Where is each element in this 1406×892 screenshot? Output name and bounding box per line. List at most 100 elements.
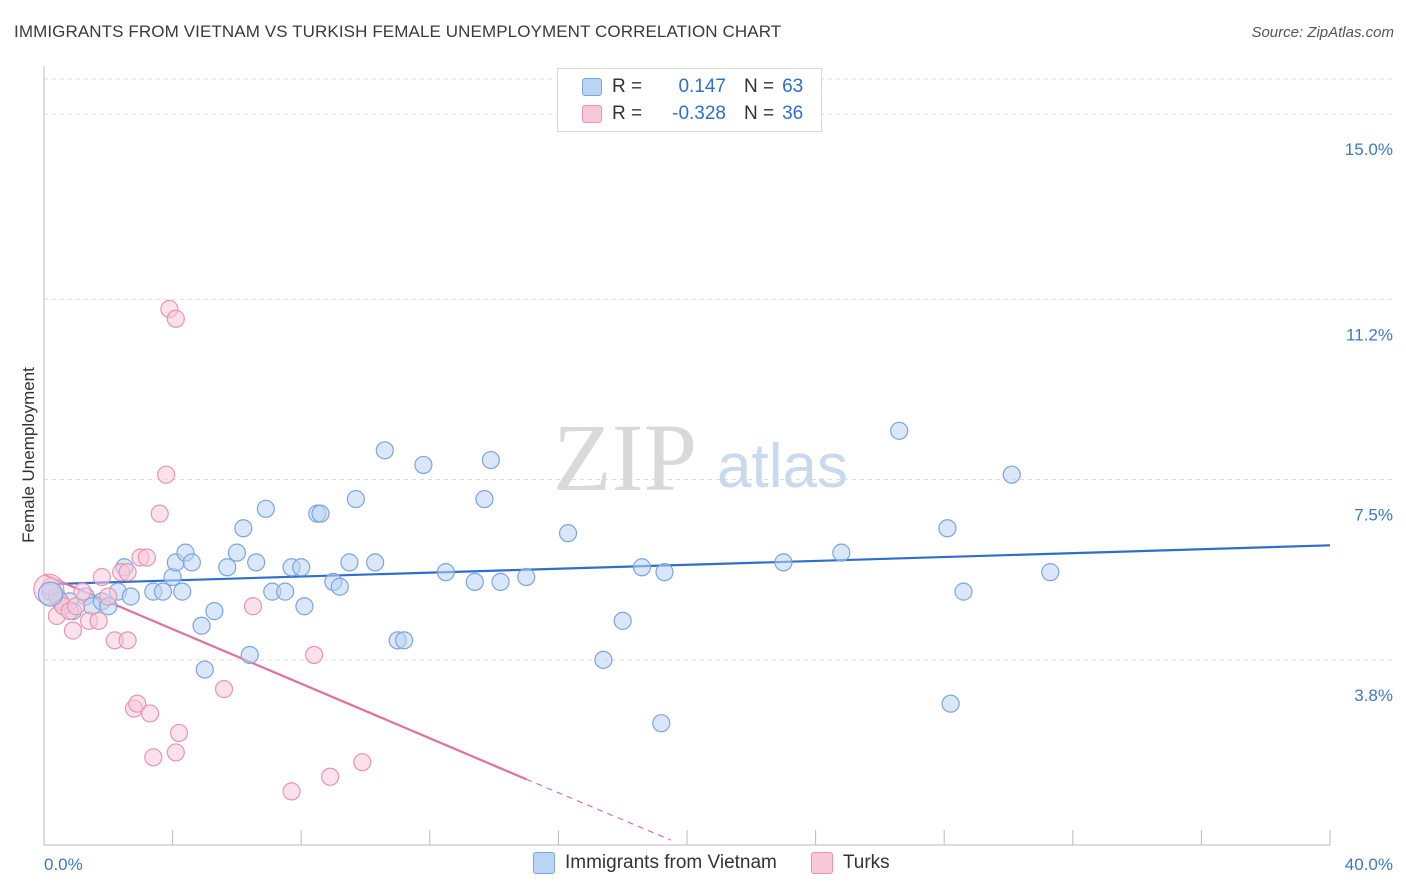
point-vietnam	[436, 563, 455, 582]
x-tick-label: 0.0%	[44, 855, 83, 874]
watermark-atlas: atlas	[717, 432, 848, 501]
point-turks	[89, 611, 108, 630]
point-turks	[353, 753, 372, 772]
tick-labels: 3.8% 7.5% 11.2% 15.0% 0.0% 40.0%	[44, 140, 1393, 874]
y-tick-label: 11.2%	[1346, 325, 1393, 344]
point-vietnam	[256, 499, 275, 518]
gridlines	[44, 78, 1392, 661]
point-turks	[157, 465, 176, 484]
point-vietnam	[234, 519, 253, 538]
point-vietnam	[276, 582, 295, 601]
point-turks	[73, 582, 92, 601]
y-tick-label: 3.8%	[1354, 686, 1393, 705]
point-vietnam	[414, 455, 433, 475]
point-vietnam	[394, 631, 414, 650]
point-turks	[118, 563, 137, 582]
legend-n-value: 36	[782, 103, 804, 124]
point-turks	[321, 767, 340, 786]
point-vietnam	[227, 543, 246, 562]
legend-n-label: N =	[744, 76, 775, 97]
point-vietnam	[173, 582, 192, 601]
point-vietnam	[481, 450, 500, 470]
point-vietnam	[295, 597, 314, 616]
point-vietnam	[153, 582, 173, 601]
point-turks	[128, 694, 147, 713]
point-vietnam	[558, 524, 578, 543]
point-vietnam	[247, 553, 266, 572]
chart-source: Source: ZipAtlas.com	[1251, 24, 1394, 41]
point-vietnam	[517, 567, 536, 587]
point-vietnam	[652, 714, 671, 733]
point-vietnam	[832, 543, 851, 562]
point-vietnam	[218, 558, 237, 577]
point-vietnam	[491, 572, 510, 591]
point-turks	[137, 548, 156, 567]
x-tick-label: 40.0%	[1345, 855, 1393, 874]
point-vietnam	[292, 558, 311, 577]
point-turks	[166, 743, 185, 762]
point-vietnam	[1041, 563, 1060, 582]
point-vietnam	[632, 558, 652, 577]
point-vietnam	[121, 587, 140, 606]
point-vietnam	[465, 572, 484, 591]
legend-r-value: -0.328	[672, 103, 726, 124]
point-turks	[282, 782, 301, 801]
bottom-legend-label-turks: Turks	[842, 852, 890, 873]
bottom-legend-turks: Turks	[810, 852, 890, 874]
legend-row-turks: R = -0.328 N = 36	[582, 102, 803, 126]
trend-line-turks	[43, 573, 527, 781]
data-points	[33, 299, 1060, 801]
point-vietnam	[613, 611, 632, 630]
point-vietnam	[1002, 465, 1021, 484]
legend-row-vietnam: R = 0.147 N = 63	[582, 75, 803, 99]
legend: R = 0.147 N = 63 R = -0.328 N = 36	[557, 68, 822, 132]
axes	[43, 66, 1331, 846]
point-turks	[92, 567, 111, 587]
y-tick-label: 15.0%	[1345, 140, 1393, 159]
point-vietnam	[192, 616, 211, 635]
point-vietnam	[941, 694, 960, 713]
point-turks	[166, 309, 185, 328]
point-vietnam	[954, 582, 973, 601]
point-turks	[118, 631, 137, 650]
point-turks	[243, 597, 263, 616]
point-vietnam	[594, 650, 613, 669]
point-vietnam	[346, 489, 365, 509]
watermark-zip: ZIP	[553, 404, 697, 511]
point-turks	[214, 679, 234, 699]
bottom-legend-vietnam: Immigrants from Vietnam	[533, 852, 777, 874]
point-vietnam	[475, 489, 494, 509]
chart-title: IMMIGRANTS FROM VIETNAM VS TURKISH FEMAL…	[14, 22, 782, 41]
point-vietnam	[655, 563, 674, 582]
point-vietnam-cluster	[37, 581, 64, 607]
legend-swatch-blue	[582, 78, 602, 96]
trend-line-vietnam	[43, 544, 1331, 586]
legend-swatch-blue	[533, 852, 555, 874]
point-vietnam	[890, 421, 909, 440]
point-vietnam	[195, 660, 214, 679]
point-vietnam	[330, 577, 349, 596]
bottom-legend: Immigrants from Vietnam Turks	[533, 852, 924, 874]
point-turks	[140, 704, 160, 723]
point-vietnam	[240, 645, 259, 665]
point-vietnam	[340, 553, 359, 572]
point-vietnam	[375, 441, 394, 460]
trend-lines	[43, 544, 1331, 841]
point-turks	[144, 748, 163, 767]
y-axis-title: Female Unemployment	[19, 367, 38, 543]
point-vietnam	[205, 602, 224, 621]
legend-r-value: 0.147	[678, 76, 726, 97]
trend-line-turks-extension	[526, 778, 672, 841]
point-turks	[150, 504, 169, 523]
point-turks	[304, 645, 324, 665]
point-turks	[99, 587, 118, 606]
point-vietnam	[774, 553, 793, 572]
legend-n-value: 63	[782, 76, 804, 97]
point-vietnam	[366, 553, 385, 572]
legend-swatch-pink	[582, 105, 602, 123]
legend-r-label: R =	[612, 76, 643, 97]
point-vietnam	[938, 519, 957, 538]
point-turks	[63, 621, 83, 640]
y-tick-label: 7.5%	[1354, 506, 1393, 525]
